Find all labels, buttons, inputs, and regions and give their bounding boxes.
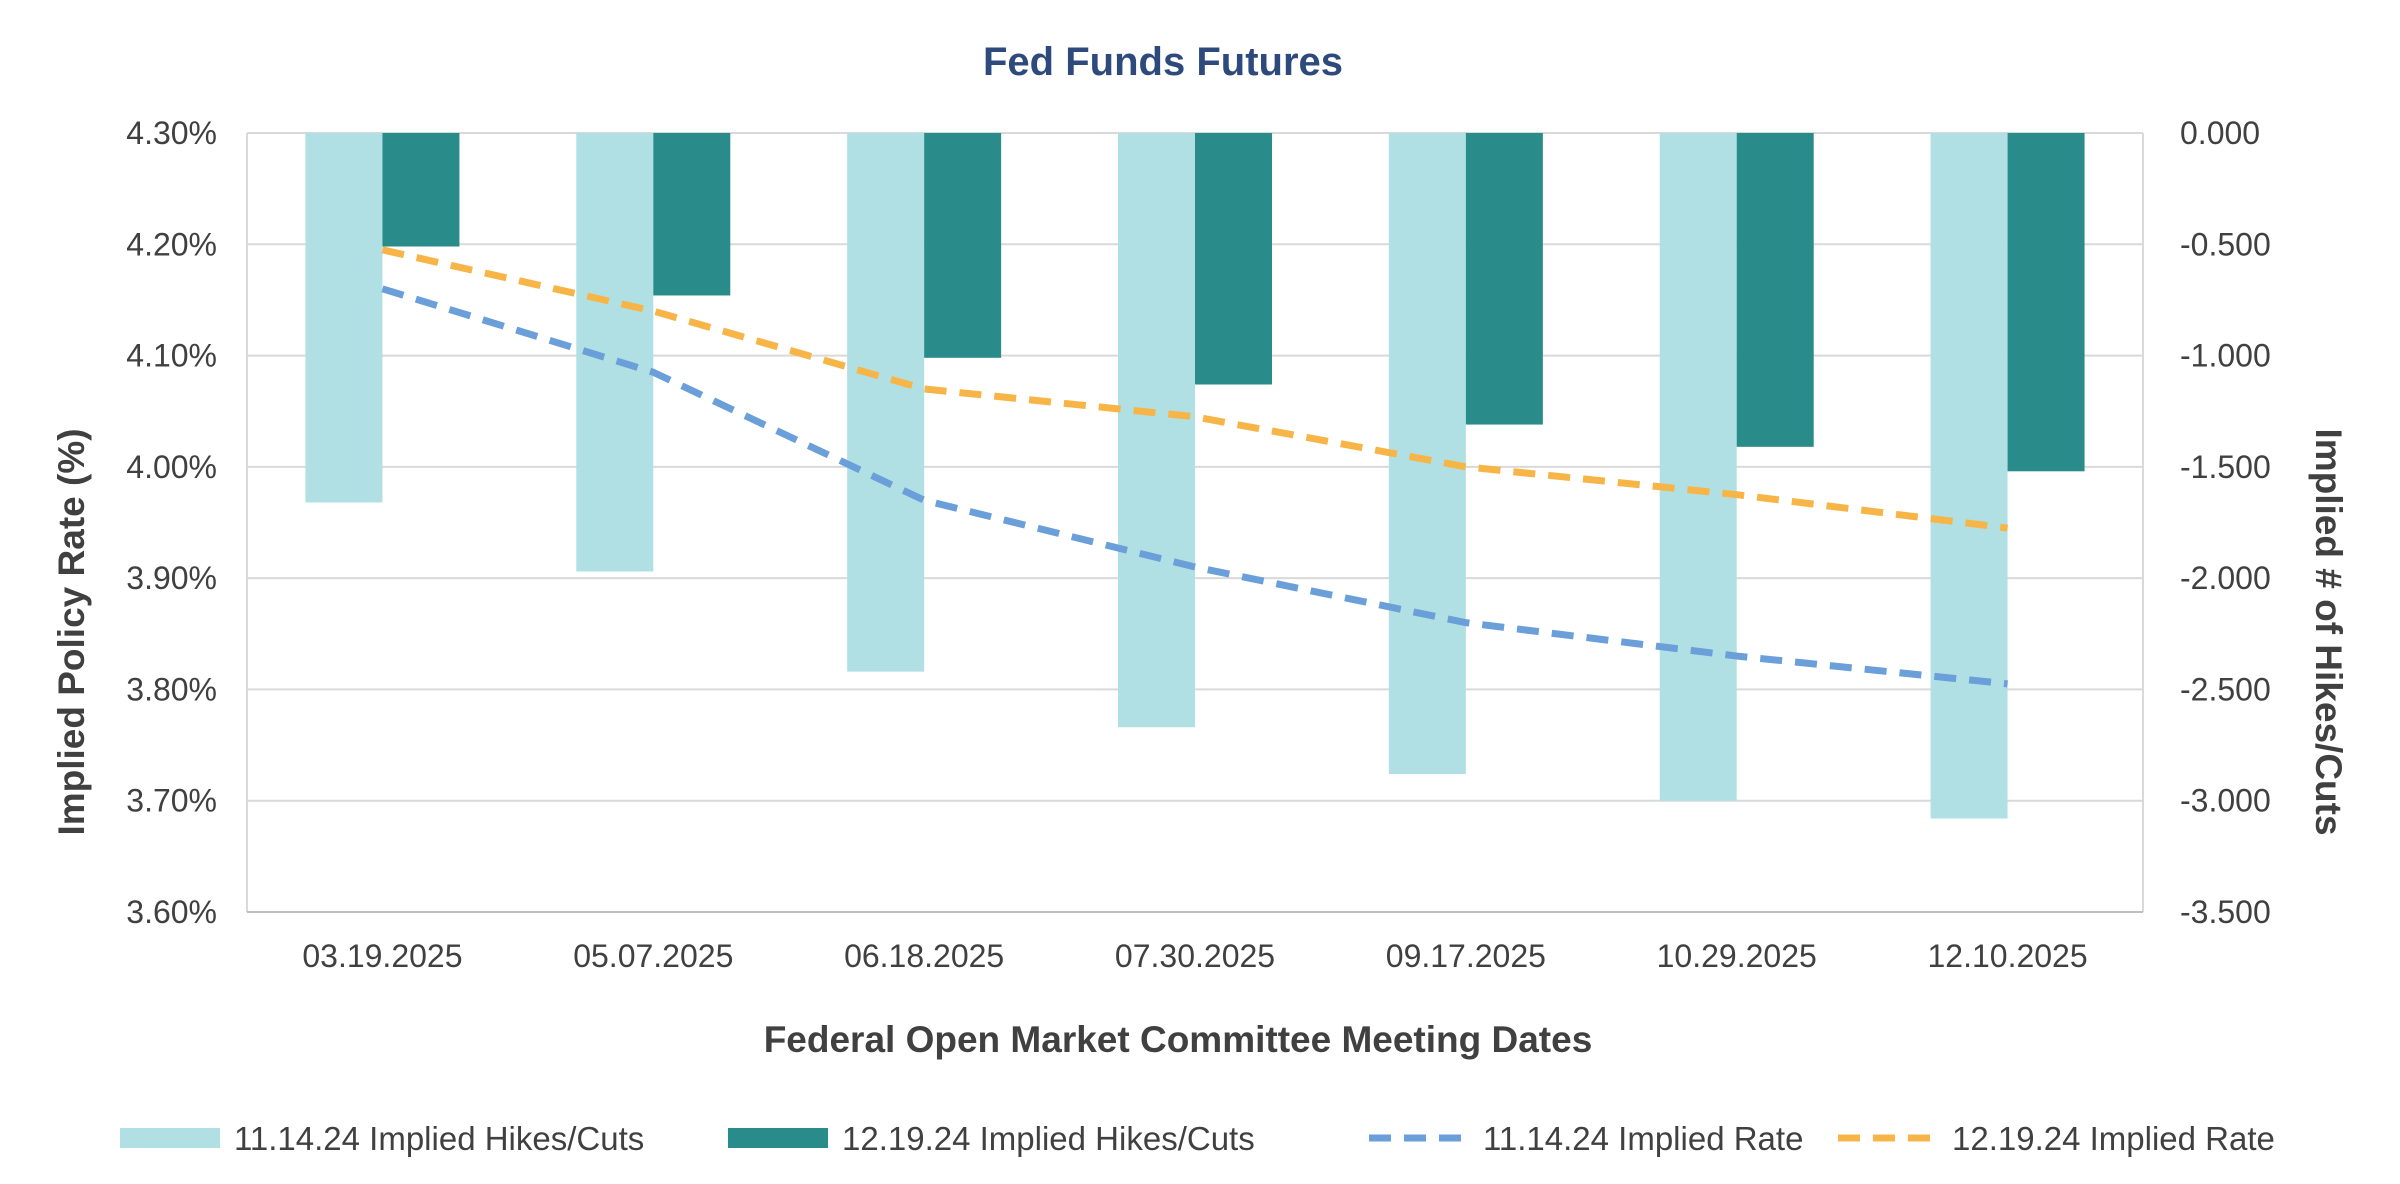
left-axis-title: Implied Policy Rate (%) xyxy=(51,428,92,835)
legend-swatch xyxy=(728,1128,828,1148)
right-axis-title: Implied # of Hikes/Cuts xyxy=(2308,428,2349,835)
left-tick-label: 3.70% xyxy=(126,783,217,819)
left-tick-label: 4.00% xyxy=(126,449,217,485)
lines xyxy=(381,246,2008,688)
x-tick-label: 05.07.2025 xyxy=(573,938,733,974)
x-tick-label: 10.29.2025 xyxy=(1657,938,1817,974)
bar-12-19-24 xyxy=(382,133,460,247)
x-tick-label: 06.18.2025 xyxy=(844,938,1004,974)
x-tick-label: 12.10.2025 xyxy=(1927,938,2087,974)
legend-label: 12.19.24 Implied Rate xyxy=(1952,1120,2275,1157)
line-12-19-24-rate xyxy=(381,246,2008,532)
bar-11-14-24 xyxy=(847,133,925,672)
legend-swatch xyxy=(120,1128,220,1148)
bar-11-14-24 xyxy=(1118,133,1195,728)
right-tick-label: 0.000 xyxy=(2180,115,2260,151)
right-tick-label: -2.000 xyxy=(2180,560,2271,596)
bars xyxy=(305,133,2085,819)
right-tick-label: -2.500 xyxy=(2180,671,2271,707)
x-tick-label: 03.19.2025 xyxy=(302,938,462,974)
bar-12-19-24 xyxy=(1195,133,1272,385)
legend-label: 11.14.24 Implied Rate xyxy=(1483,1120,1803,1157)
right-tick-label: -1.000 xyxy=(2180,338,2271,374)
x-tick-label: 09.17.2025 xyxy=(1386,938,1546,974)
legend-label: 11.14.24 Implied Hikes/Cuts xyxy=(234,1120,644,1157)
bar-11-14-24 xyxy=(1659,133,1737,801)
legend-label: 12.19.24 Implied Hikes/Cuts xyxy=(842,1120,1255,1157)
bar-11-14-24 xyxy=(1388,133,1466,775)
line-11-14-24-rate xyxy=(381,285,2008,688)
x-axis-title: Federal Open Market Committee Meeting Da… xyxy=(764,1019,1593,1060)
left-tick-label: 3.90% xyxy=(126,560,217,596)
bar-12-19-24 xyxy=(1465,133,1543,425)
left-tick-label: 3.80% xyxy=(126,671,217,707)
bar-12-19-24 xyxy=(653,133,731,296)
chart-title: Fed Funds Futures xyxy=(983,40,1343,84)
left-tick-label: 4.20% xyxy=(126,226,217,262)
bar-12-19-24 xyxy=(2007,133,2085,472)
bar-11-14-24 xyxy=(1930,133,2008,819)
x-tick-label: 07.30.2025 xyxy=(1115,938,1275,974)
legend: 11.14.24 Implied Hikes/Cuts 12.19.24 Impl… xyxy=(120,1120,2275,1157)
left-tick-label: 3.60% xyxy=(126,894,217,930)
bar-11-14-24 xyxy=(305,133,383,503)
bar-12-19-24 xyxy=(1736,133,1814,447)
right-tick-label: -1.500 xyxy=(2180,449,2271,485)
bar-12-19-24 xyxy=(924,133,1002,358)
right-tick-label: -3.500 xyxy=(2180,894,2271,930)
right-tick-label: -0.500 xyxy=(2180,226,2271,262)
left-tick-label: 4.30% xyxy=(126,115,217,151)
axes: 4.30% 4.20% 4.10% 4.00% 3.90% 3.80% 3.70% 3.60%… xyxy=(126,115,2270,974)
right-tick-label: -3.000 xyxy=(2180,783,2271,819)
left-tick-label: 4.10% xyxy=(126,338,217,374)
